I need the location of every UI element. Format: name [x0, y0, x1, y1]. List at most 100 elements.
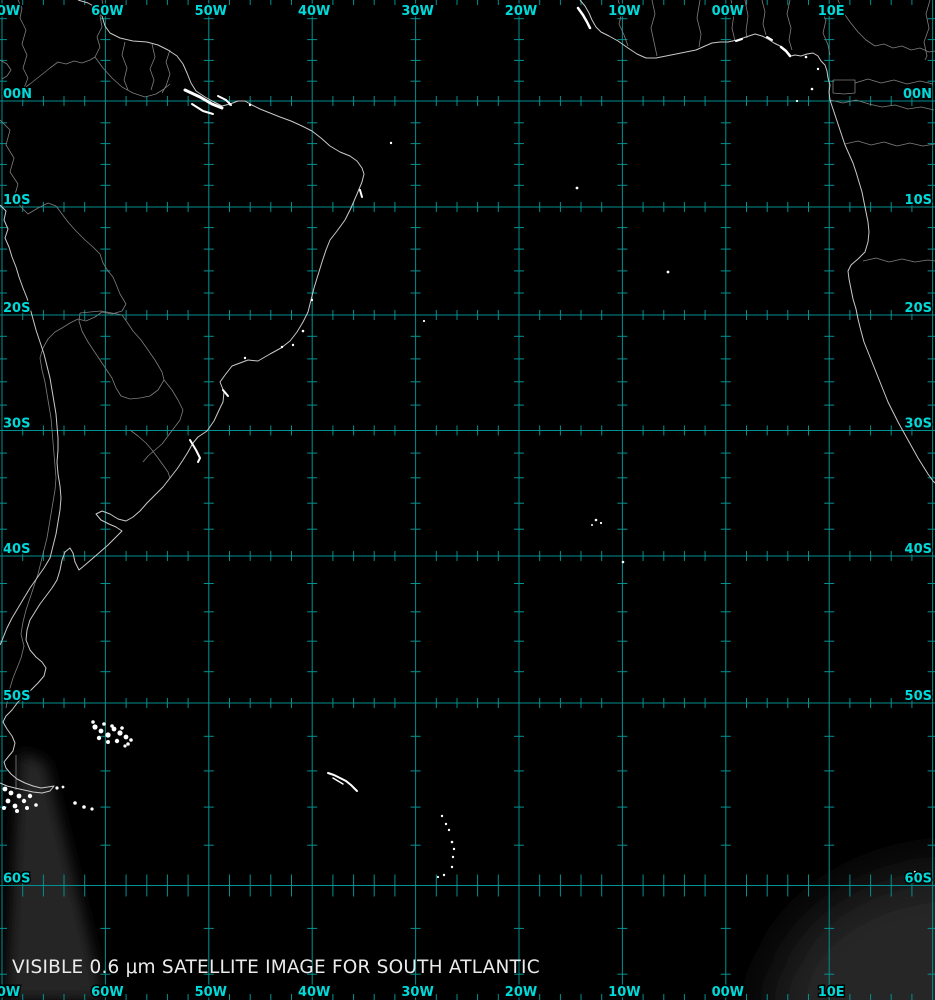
island-dot — [129, 738, 133, 742]
longitude-label-top: 50W — [195, 4, 227, 19]
island-dot — [126, 742, 130, 746]
island-dot — [123, 734, 129, 740]
island-dot — [575, 186, 579, 190]
daylight-terminator-glow — [6, 752, 935, 1000]
island-dot — [123, 744, 127, 748]
corner-glow — [773, 869, 935, 1000]
island-dot — [111, 726, 117, 732]
island-dot — [291, 343, 295, 347]
island-dot — [27, 793, 33, 799]
longitude-label-bottom: 30W — [401, 985, 433, 1000]
border-line — [142, 379, 184, 463]
island-dot — [816, 67, 820, 71]
island-dot — [599, 521, 603, 525]
bright-coast-patch — [766, 36, 773, 41]
island-dot — [591, 524, 593, 526]
island-dot — [91, 720, 95, 724]
latitude-label-right: 10S — [905, 193, 932, 208]
island-dot — [913, 870, 917, 874]
latitude-label-left: 30S — [3, 417, 30, 432]
island-dot — [61, 785, 65, 789]
border-line — [829, 99, 935, 111]
border-line — [744, 0, 749, 39]
island-dot — [106, 740, 110, 744]
longitude-label-top: 30W — [401, 4, 433, 19]
bright-coast-patch — [222, 389, 229, 397]
longitude-label-bottom: 20W — [505, 985, 537, 1000]
bright-coast-patch — [576, 6, 592, 30]
bright-coast-patch — [189, 439, 201, 463]
border-line — [94, 0, 105, 58]
border-line — [786, 0, 793, 51]
island-dot — [15, 809, 19, 813]
bright-coast-patch — [735, 38, 743, 42]
island-dot — [666, 270, 670, 274]
island-dot — [82, 805, 86, 809]
bright-coast-patch — [779, 45, 792, 58]
island-dot — [90, 807, 94, 811]
latitude-label-left: 40S — [3, 542, 30, 557]
longitude-label-bottom: 50W — [195, 985, 227, 1000]
island-dot — [114, 738, 120, 744]
latitude-label-right: 00N — [903, 87, 932, 102]
longitude-label-top: 10E — [818, 4, 845, 19]
longitude-label-top: 00W — [712, 4, 744, 19]
latitude-label-left: 20S — [3, 301, 30, 316]
island-dot — [117, 730, 123, 736]
island-dot — [795, 99, 799, 103]
longitude-label-bottom: 00W — [712, 985, 744, 1000]
longitude-label-bottom: 10W — [608, 985, 640, 1000]
border-line — [730, 0, 736, 42]
border-line — [650, 0, 658, 57]
island-dot — [73, 801, 77, 805]
island-dot — [2, 786, 8, 792]
coastline — [0, 0, 365, 794]
border-line — [161, 49, 171, 94]
island-dot — [804, 55, 808, 59]
island-dot — [310, 298, 314, 302]
island-dot — [447, 828, 451, 832]
longitude-label-top: 40W — [298, 4, 330, 19]
latitude-label-right: 40S — [905, 542, 932, 557]
island-dot — [105, 732, 111, 738]
border-line — [923, 0, 931, 61]
island-dot — [25, 806, 29, 810]
island-dot — [450, 865, 454, 869]
island-dot — [440, 814, 444, 818]
island-dot — [444, 822, 448, 826]
country-borders — [0, 0, 935, 790]
island-dot — [120, 726, 124, 730]
caption-title: VISIBLE 0.6 μm SATELLITE IMAGE FOR SOUTH… — [12, 956, 540, 978]
border-line — [149, 43, 156, 91]
longitude-label-top: 10W — [608, 4, 640, 19]
border-line — [837, 0, 935, 53]
island-dot — [92, 724, 98, 730]
island-dot — [2, 806, 6, 810]
longitude-label-top: 60W — [91, 4, 123, 19]
island-dot — [21, 798, 27, 804]
bright-coast-patch — [217, 95, 232, 106]
latitude-label-left: 50S — [3, 689, 30, 704]
border-line — [617, 0, 629, 47]
border-line — [78, 310, 165, 400]
border-line — [0, 59, 12, 80]
longitude-label-top: 70W — [0, 4, 20, 19]
latitude-label-left: 10S — [3, 193, 30, 208]
island-dot — [12, 803, 18, 809]
bright-coast-patch — [332, 777, 344, 785]
island-dot — [102, 722, 106, 726]
longitude-label-bottom: 60W — [91, 985, 123, 1000]
island-dot — [98, 728, 104, 734]
border-line — [761, 0, 767, 36]
border-line — [5, 202, 127, 709]
border-line — [17, 0, 96, 89]
latitude-label-left: 00N — [3, 87, 32, 102]
latitude-label-right: 60S — [905, 872, 932, 887]
border-line — [0, 119, 29, 215]
border-line — [0, 8, 19, 14]
island-dot — [5, 798, 11, 804]
island-dot — [389, 141, 393, 145]
